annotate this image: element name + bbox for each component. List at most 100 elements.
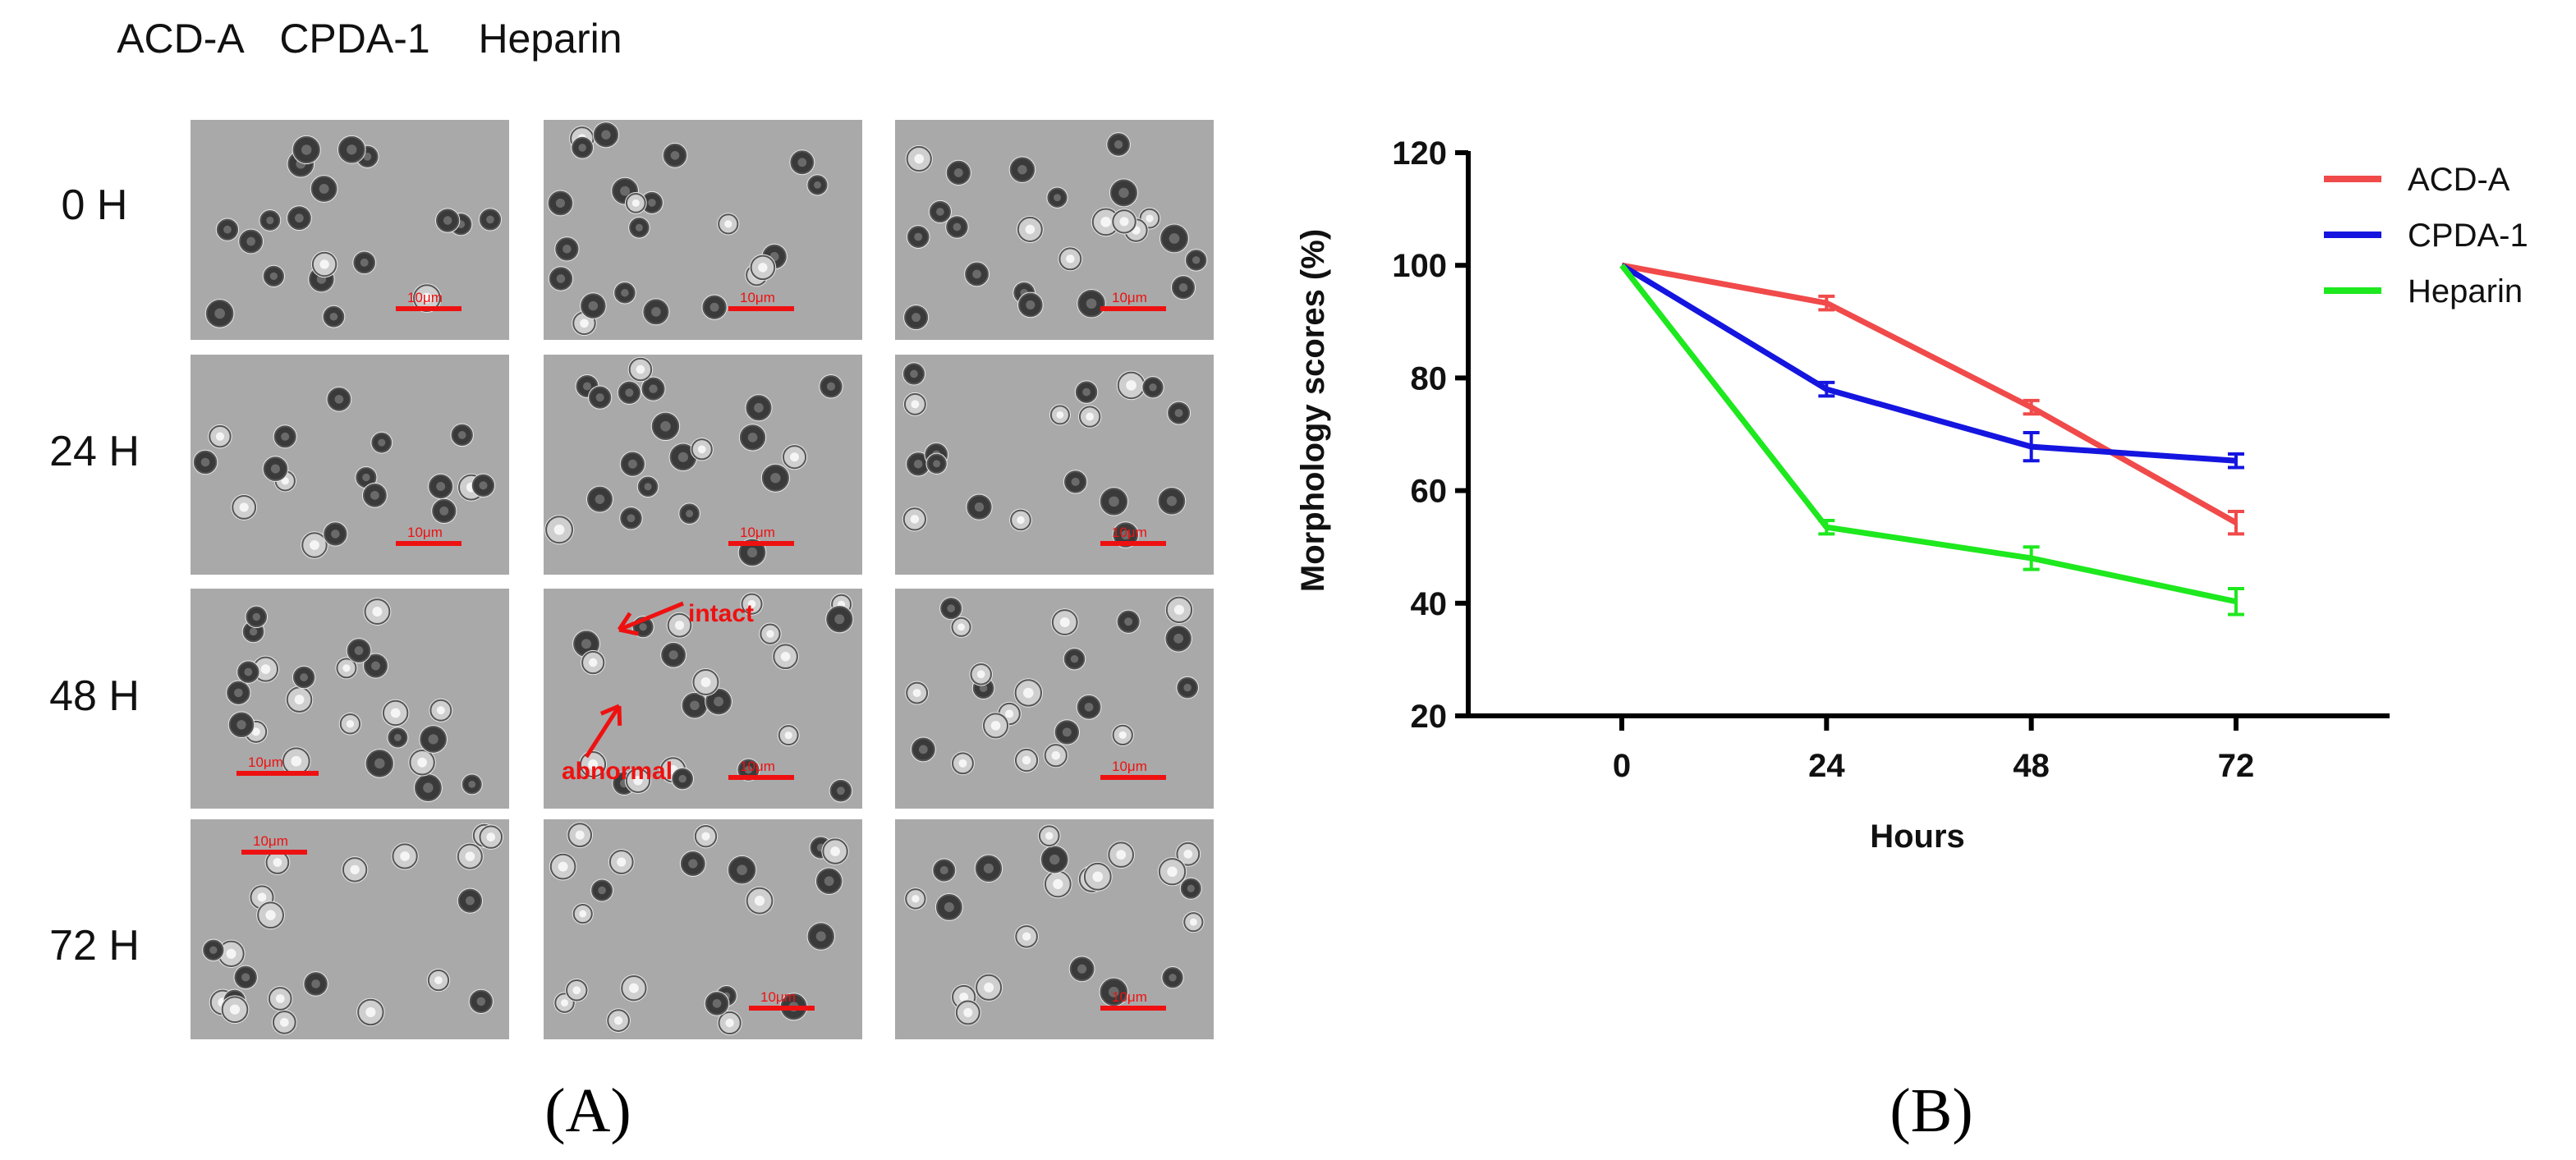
intact-arrow-head (618, 627, 639, 636)
red-blood-cell (301, 531, 328, 559)
red-blood-cell (1091, 207, 1121, 237)
red-blood-cell (1063, 470, 1088, 494)
red-blood-cell (236, 660, 260, 684)
micrograph-cells: 10μm (191, 120, 509, 340)
red-blood-cell (256, 901, 285, 930)
micrograph-cells: 10μm (895, 819, 1214, 1039)
row-label-72h: 72 H (49, 922, 140, 970)
red-blood-cell (587, 385, 613, 410)
series-lines (1619, 262, 2244, 617)
y-axis-title: Morphology scores (%) (1295, 229, 1331, 592)
red-blood-cell (547, 190, 574, 217)
red-blood-cell (310, 250, 338, 278)
red-blood-cell (322, 305, 346, 328)
red-blood-cell (902, 392, 927, 416)
red-blood-cell (1076, 694, 1102, 720)
y-tick-label: 80 (1411, 360, 1448, 397)
micrograph-acd-a-72h: 10μm (191, 819, 509, 1039)
red-blood-cell (262, 456, 289, 482)
scale-bar-label: 10μm (253, 833, 288, 849)
legend-label-cpda-1: CPDA-1 (2408, 218, 2528, 254)
abnormal-arrow-head (617, 705, 622, 727)
red-blood-cell (226, 680, 251, 706)
red-blood-cell (267, 986, 293, 1011)
micrograph-cpda-1-0h: 10μm (544, 120, 862, 340)
red-blood-cell (381, 699, 410, 727)
red-blood-cell (1157, 486, 1187, 516)
red-blood-cell (567, 822, 594, 849)
intact-arrow (618, 601, 684, 632)
red-blood-cell (925, 452, 948, 475)
red-blood-cell (323, 521, 348, 547)
red-blood-cell (1175, 841, 1201, 867)
red-blood-cell (1107, 841, 1136, 869)
red-blood-cell (974, 854, 1003, 883)
y-tick-label: 40 (1411, 586, 1448, 622)
micrograph-heparin-0h: 10μm (895, 120, 1214, 340)
red-blood-cell (215, 218, 240, 241)
red-blood-cell (789, 149, 815, 176)
scale-bar-label: 10μm (740, 759, 775, 774)
red-blood-cell (928, 199, 953, 224)
red-blood-cell (286, 205, 312, 232)
red-blood-cell (217, 939, 246, 968)
scale-bar-label: 10μm (1112, 759, 1147, 774)
red-blood-cell (208, 424, 232, 449)
red-blood-cell (1111, 723, 1134, 747)
red-blood-cell (745, 394, 773, 422)
red-blood-cell (740, 592, 764, 616)
red-blood-cell (346, 638, 372, 663)
red-blood-cell (204, 299, 235, 328)
red-blood-cell (829, 778, 853, 803)
y-tick-label: 120 (1392, 135, 1447, 172)
legend-label-acd-a: ACD-A (2408, 162, 2510, 198)
red-blood-cell (412, 283, 442, 313)
red-blood-cell (434, 208, 461, 233)
red-blood-cell (192, 449, 218, 475)
red-blood-cell (450, 423, 474, 447)
micrograph-acd-a-48h: 10μm (191, 589, 509, 809)
red-blood-cell (1179, 877, 1202, 900)
red-blood-cell (1116, 370, 1146, 401)
scale-bar-label: 10μm (407, 290, 443, 305)
red-blood-cell (352, 250, 377, 275)
red-blood-cell (738, 424, 767, 452)
red-blood-cell (238, 228, 264, 254)
red-blood-cell (903, 305, 930, 331)
red-blood-cell (431, 497, 457, 525)
red-blood-cell (1167, 401, 1192, 425)
red-blood-cell (759, 622, 782, 645)
red-blood-cell (902, 507, 928, 532)
red-blood-cell (292, 135, 321, 165)
series-line-acd-a (1621, 262, 2238, 525)
micrograph-cells: 10μm (895, 120, 1214, 340)
red-blood-cell (370, 431, 393, 454)
red-blood-cell (636, 475, 659, 498)
red-blood-cell (408, 749, 436, 777)
red-blood-cell (945, 215, 969, 239)
red-blood-cell (932, 858, 957, 883)
red-blood-cell (285, 685, 314, 713)
micrograph-cpda-1-48h: 10μm intact abnormal (544, 589, 862, 809)
red-blood-cell (1106, 132, 1131, 157)
red-blood-cell (1164, 625, 1192, 653)
red-blood-cell (1082, 861, 1113, 892)
red-blood-cell (619, 506, 643, 530)
red-blood-cell (590, 878, 614, 902)
red-blood-cell (365, 749, 395, 778)
red-blood-cell (640, 190, 664, 215)
red-blood-cell (281, 746, 311, 777)
red-blood-cell (620, 974, 648, 1002)
x-tick-label: 24 (1808, 748, 1845, 784)
red-blood-cell (934, 892, 963, 921)
micrograph-heparin-48h: 10μm (895, 589, 1214, 809)
micrograph-cells: 10μm (191, 589, 509, 809)
scale-bar-label: 10μm (740, 525, 775, 540)
red-blood-cell (950, 616, 972, 638)
red-blood-cell (666, 612, 693, 639)
red-blood-cell (781, 444, 808, 470)
red-blood-cell (1017, 291, 1044, 319)
red-blood-cell (245, 605, 269, 629)
red-blood-cell (905, 681, 930, 705)
red-blood-cell (362, 653, 389, 679)
